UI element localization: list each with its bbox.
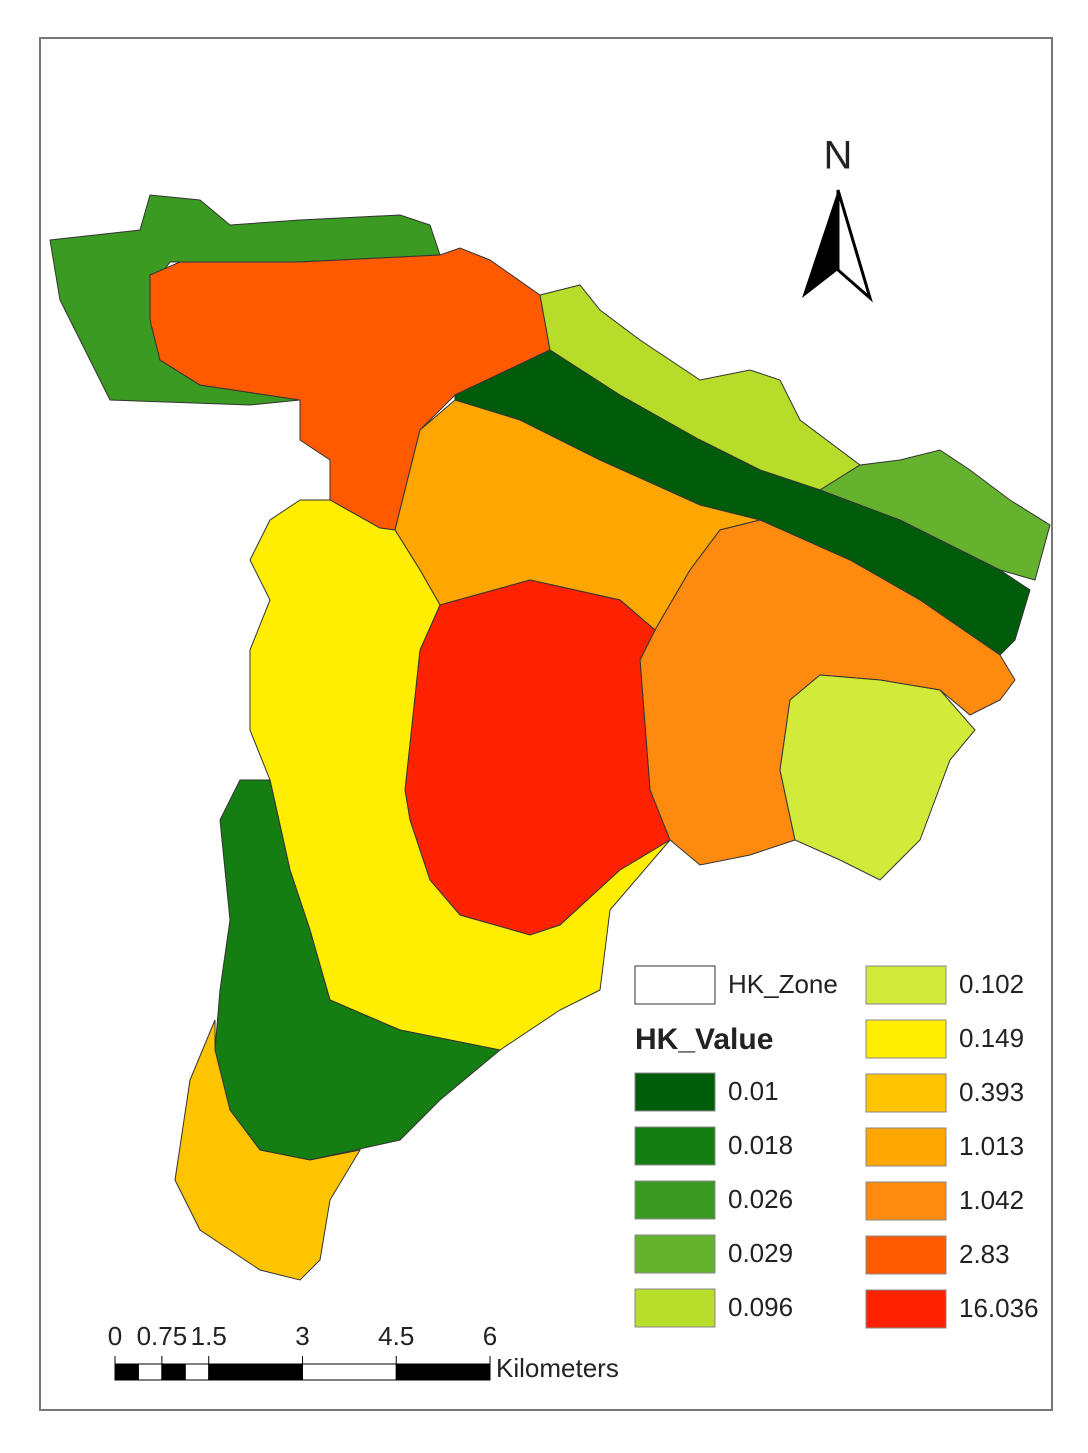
legend-label: 1.013 (959, 1131, 1024, 1161)
scale-segment (302, 1363, 397, 1381)
legend: 0.01 0.018 0.026 0.029 0.096 0.102 0.149 0.393 1… (634, 965, 1039, 1329)
zone (174, 1019, 362, 1281)
legend-zone-label: HK_Zone (728, 969, 838, 999)
north-arrow: N (802, 134, 873, 303)
legend-label: 0.029 (728, 1238, 793, 1268)
scale-tick-label: 4.5 (378, 1321, 414, 1351)
zones (49, 194, 1051, 1281)
legend-label: 1.042 (959, 1185, 1024, 1215)
scale-segment (395, 1363, 491, 1381)
zone-swatch (634, 965, 716, 1005)
arrow-half (836, 189, 873, 303)
scale-tick-label: 0.75 (137, 1321, 188, 1351)
legend-label: 2.83 (959, 1239, 1010, 1269)
scale-unit: Kilometers (496, 1353, 619, 1383)
legend-swatch (634, 1180, 716, 1220)
legend-swatch (634, 1234, 716, 1274)
legend-swatch (634, 1072, 716, 1112)
scale-tick-label: 1.5 (191, 1321, 227, 1351)
scale-segment (161, 1363, 186, 1381)
legend-label: 0.096 (728, 1292, 793, 1322)
zone (818, 449, 1051, 581)
legend-label: 0.018 (728, 1130, 793, 1160)
legend-label: 16.036 (959, 1293, 1039, 1323)
scale-tick-label: 0 (108, 1321, 122, 1351)
scale-tick-label: 3 (295, 1321, 309, 1351)
scale-segment (114, 1363, 139, 1381)
legend-swatch (634, 1288, 716, 1328)
legend-swatch (634, 1126, 716, 1166)
zone (779, 674, 976, 881)
legend-label: 0.149 (959, 1023, 1024, 1053)
zone (249, 499, 671, 1051)
legend-label: 0.026 (728, 1184, 793, 1214)
zone (214, 779, 502, 1161)
legend-swatch (865, 1019, 947, 1059)
scale-segment (184, 1363, 210, 1381)
legend-label: 0.393 (959, 1077, 1024, 1107)
legend-swatch (865, 1235, 947, 1275)
arrow-half (802, 190, 838, 298)
legend-swatch (865, 1073, 947, 1113)
legend-title: HK_Value (635, 1023, 773, 1056)
legend-swatch (865, 965, 947, 1005)
scale-segment (137, 1363, 163, 1381)
scale-segment (208, 1363, 303, 1381)
north-label: N (824, 134, 853, 178)
legend-swatch (865, 1181, 947, 1221)
scale-tick-label: 6 (483, 1321, 497, 1351)
legend-swatch (865, 1127, 947, 1167)
legend-label: 0.01 (728, 1076, 779, 1106)
legend-swatch (865, 1289, 947, 1329)
legend-label: 0.102 (959, 969, 1024, 999)
